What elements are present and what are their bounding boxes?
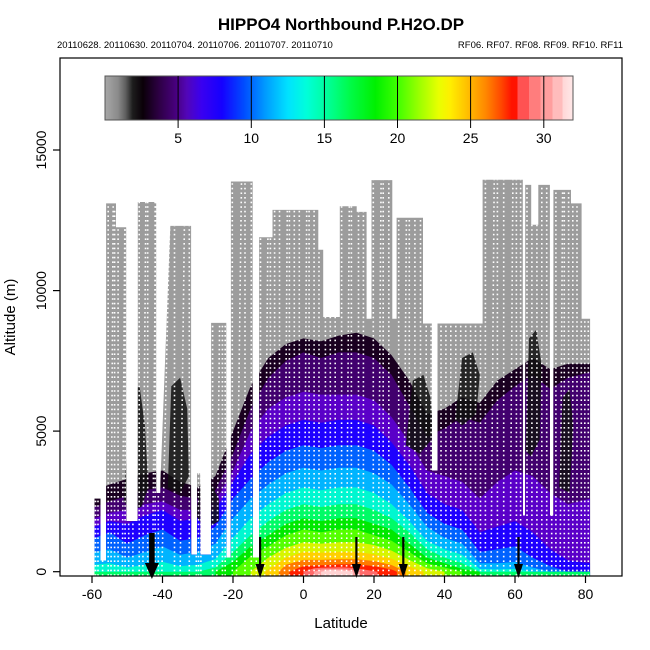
svg-text:-60: -60 — [82, 586, 102, 602]
axis-tick-labels: -60 -40 -20 0 20 40 60 80 0 5000 10000 15000 — [33, 130, 593, 602]
svg-text:-40: -40 — [152, 586, 172, 602]
svg-text:40: 40 — [437, 586, 453, 602]
svg-text:0: 0 — [33, 568, 49, 576]
y-axis-title: Altitude (m) — [2, 279, 19, 356]
svg-text:60: 60 — [507, 586, 523, 602]
subtitle-dates: 20110628. 20110630. 20110704. 20110706. … — [57, 40, 333, 51]
svg-text:-20: -20 — [223, 586, 243, 602]
svg-text:20: 20 — [366, 586, 382, 602]
svg-text:15000: 15000 — [33, 130, 49, 169]
plot-graphics: 5 10 15 20 25 30 -60 -40 -20 0 20 40 60 80 0 5000 10000 1… — [33, 57, 623, 602]
svg-text:5000: 5000 — [33, 415, 49, 446]
svg-text:20: 20 — [390, 130, 406, 146]
svg-text:15: 15 — [317, 130, 333, 146]
svg-text:30: 30 — [536, 130, 552, 146]
flight-tracks — [94, 179, 590, 576]
subtitle-flights: RF06. RF07. RF08. RF09. RF10. RF11 — [458, 40, 623, 51]
svg-text:80: 80 — [578, 586, 594, 602]
chart-title: HIPPO4 Northbound P.H2O.DP — [218, 15, 464, 34]
x-axis-title: Latitude — [314, 615, 367, 632]
svg-text:5: 5 — [174, 130, 182, 146]
profile-arrows — [144, 533, 523, 579]
axes — [53, 57, 623, 583]
colorbar: 5 10 15 20 25 30 — [104, 75, 574, 146]
svg-text:10000: 10000 — [33, 271, 49, 310]
svg-text:25: 25 — [463, 130, 479, 146]
svg-text:0: 0 — [300, 586, 308, 602]
svg-text:10: 10 — [244, 130, 260, 146]
